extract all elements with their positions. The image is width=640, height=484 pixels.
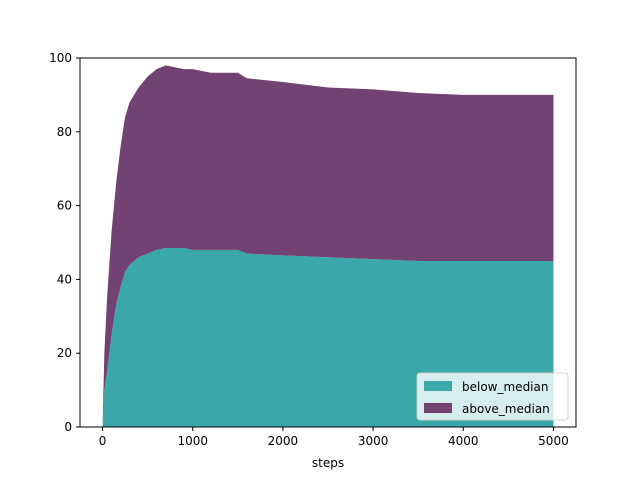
legend-label: above_median [462,402,550,416]
y-tick-label: 100 [49,51,72,65]
area-above-median [102,65,554,427]
legend-label: below_median [462,380,548,394]
x-axis-label: steps [312,456,344,470]
y-tick-label: 20 [57,346,72,360]
y-tick-label: 40 [57,272,72,286]
legend-swatch [424,403,452,413]
x-tick-label: 5000 [538,434,569,448]
y-tick-label: 0 [64,420,72,434]
y-tick-label: 80 [57,125,72,139]
legend-swatch [424,381,452,391]
y-tick-label: 60 [57,199,72,213]
x-tick-label: 2000 [268,434,299,448]
x-tick-label: 3000 [358,434,389,448]
x-axis: 0 1000 2000 3000 4000 5000 [99,427,569,448]
x-tick-label: 0 [99,434,107,448]
legend-box [416,372,569,421]
x-tick-label: 1000 [177,434,208,448]
legend: below_median above_median [416,372,569,421]
plot-frame [79,57,577,428]
x-tick-label: 4000 [448,434,479,448]
y-axis: 0 20 40 60 80 100 [49,51,80,434]
